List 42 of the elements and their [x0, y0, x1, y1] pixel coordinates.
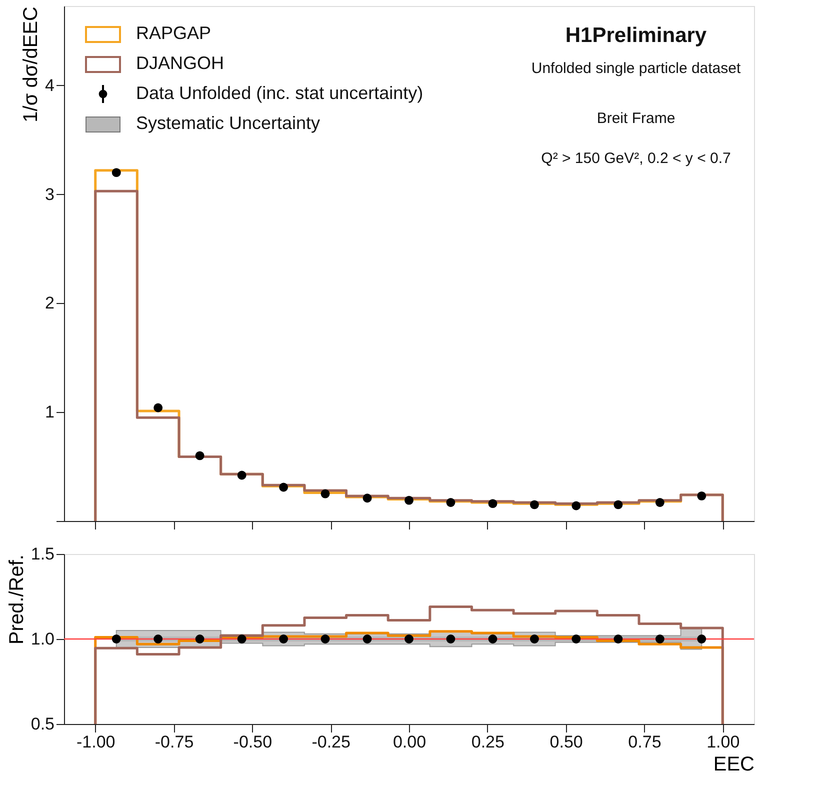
y-axis-title: 1/σ dσ/dEEC	[20, 6, 42, 122]
y-axis-title: Pred./Ref.	[6, 554, 28, 645]
legend-label: Systematic Uncertainty	[136, 113, 320, 133]
y-tick-label: 1.5	[30, 544, 54, 564]
y-tick-label: 1.0	[30, 630, 54, 648]
point	[237, 470, 246, 480]
legend-label: RAPGAP	[136, 23, 212, 43]
annotation: Breit Frame	[596, 110, 676, 127]
x-axis-title: EEC	[713, 754, 754, 776]
point	[154, 403, 163, 412]
y-tick-label: 0.5	[30, 714, 54, 734]
x-tick-label: -1.00	[76, 732, 116, 752]
point	[404, 496, 414, 505]
y-tick-label: 2	[45, 294, 54, 313]
x-tick-label: 1.00	[706, 732, 740, 752]
x-tick-label: 0.50	[550, 732, 583, 752]
point	[530, 500, 539, 510]
legend-label: Data Unfolded (inc. stat uncertainty)	[136, 83, 424, 103]
y-tick-label: 4	[45, 76, 54, 95]
point	[446, 498, 456, 507]
y-tick-label: 1	[45, 402, 54, 422]
point	[488, 499, 498, 508]
x-tick-label: 0.00	[392, 732, 426, 752]
annotation: Q² > 150 GeV², 0.2 < y < 0.7	[541, 150, 731, 167]
x-tick-label: -0.50	[233, 732, 272, 752]
x-tick-label: -0.25	[312, 732, 350, 752]
annotation: Unfolded single particle dataset	[531, 60, 742, 77]
point	[572, 501, 581, 510]
point	[320, 489, 330, 498]
x-tick-label: 0.25	[471, 732, 504, 752]
point	[655, 498, 664, 507]
point	[614, 500, 623, 510]
x-tick-label: 0.75	[628, 732, 662, 752]
y-tick-label: 3	[45, 184, 54, 204]
point	[195, 451, 204, 460]
point	[279, 482, 288, 492]
x-tick-label: -0.75	[154, 732, 194, 752]
legend-label: DJANGOH	[136, 53, 224, 73]
point	[362, 494, 372, 503]
point	[697, 491, 706, 500]
point	[112, 168, 121, 178]
annotation: H1Preliminary	[565, 24, 707, 47]
